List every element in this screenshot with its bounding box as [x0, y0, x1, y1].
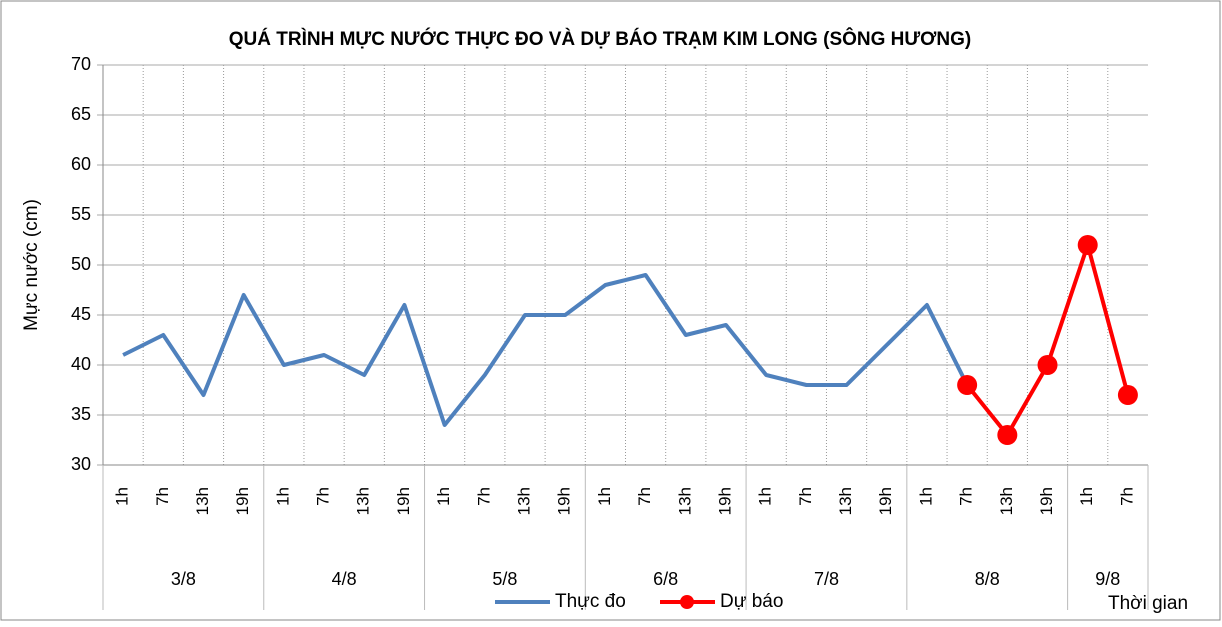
x-tick-label: 19h [555, 487, 574, 515]
y-tick-label: 30 [71, 454, 91, 474]
x-tick-label: 13h [997, 487, 1016, 515]
group-label: 3/8 [171, 569, 196, 589]
y-tick-label: 55 [71, 204, 91, 224]
series-marker [957, 375, 978, 395]
y-tick-label: 70 [71, 54, 91, 74]
group-label: 8/8 [975, 569, 1000, 589]
group-label: 7/8 [814, 569, 839, 589]
x-tick-label: 1h [434, 487, 453, 506]
group-label: 5/8 [492, 569, 517, 589]
y-tick-label: 45 [71, 304, 91, 324]
y-axis-label: Mực nước (cm) [21, 199, 42, 331]
y-tick-label: 40 [71, 354, 91, 374]
x-tick-label: 7h [957, 487, 976, 506]
x-tick-label: 13h [675, 487, 694, 515]
x-tick-label: 13h [836, 487, 855, 515]
x-tick-label: 13h [354, 487, 373, 515]
y-tick-label: 65 [71, 104, 91, 124]
group-label: 4/8 [332, 569, 357, 589]
x-tick-label: 7h [474, 487, 493, 506]
x-tick-label: 1h [273, 487, 292, 506]
series-marker [997, 425, 1018, 445]
x-tick-label: 19h [1037, 487, 1056, 515]
x-tick-label: 1h [916, 487, 935, 506]
x-tick-label: 7h [796, 487, 815, 506]
x-tick-label: 19h [876, 487, 895, 515]
x-tick-label: 7h [1117, 487, 1136, 506]
x-tick-label: 7h [314, 487, 333, 506]
series-marker [1117, 385, 1138, 405]
group-label: 9/8 [1095, 569, 1120, 589]
series-line [122, 273, 969, 427]
y-tick-label: 50 [71, 254, 91, 274]
legend-label: Thực đo [555, 591, 626, 612]
series-marker [1037, 355, 1058, 375]
y-tick-label: 35 [71, 404, 91, 424]
series-marker [1077, 235, 1098, 255]
x-tick-label: 7h [635, 487, 654, 506]
x-tick-label: 19h [233, 487, 252, 515]
x-tick-label: 19h [394, 487, 413, 515]
group-label: 6/8 [653, 569, 678, 589]
x-tick-label: 19h [715, 487, 734, 515]
x-tick-label: 7h [153, 487, 172, 506]
chart-title: QUÁ TRÌNH MỰC NƯỚC THỰC ĐO VÀ DỰ BÁO TRẠ… [229, 28, 971, 50]
x-tick-label: 1h [113, 487, 132, 506]
x-tick-label: 1h [595, 487, 614, 506]
x-tick-label: 1h [1077, 487, 1096, 506]
x-tick-label: 13h [515, 487, 534, 515]
y-tick-label: 60 [71, 154, 91, 174]
legend-label: Dự báo [720, 591, 783, 612]
legend-marker [680, 595, 694, 609]
x-tick-label: 13h [193, 487, 212, 515]
x-tick-label: 1h [756, 487, 775, 506]
